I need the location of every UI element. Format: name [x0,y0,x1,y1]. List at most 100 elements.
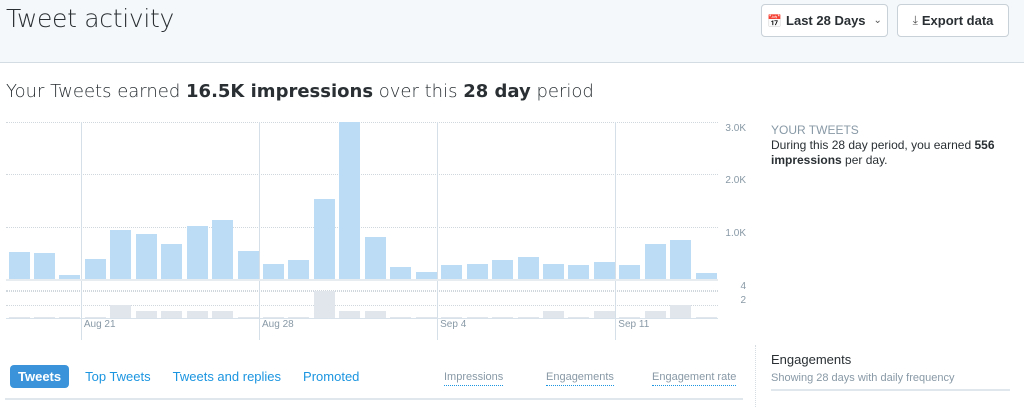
engagements-bar [288,316,310,318]
x-tick-label: Aug 21 [83,319,116,330]
tab-tweets-and-replies[interactable]: Tweets and replies [172,369,282,384]
gridline [6,122,718,123]
your-tweets-panel: YOUR TWEETS During this 28 day period, y… [771,123,1011,168]
impressions-bar [186,226,208,279]
daily-impressions-value: 556 [974,138,995,152]
summary-suffix: period [530,81,594,102]
impressions-bar [59,274,81,279]
y-tick-label: 2 [740,294,746,306]
summary-prefix: Your Tweets earned [6,81,187,102]
x-tick-label: Aug 28 [262,319,294,330]
summary-middle: over this [373,81,464,102]
impressions-bar [212,220,234,279]
impressions-summary: Your Tweets earned 16.5K impressions ove… [6,81,594,102]
engagements-bar [110,304,132,318]
chart-baseline [6,279,718,281]
download-icon: ⤓ [912,13,918,27]
engagements-bar [237,316,259,318]
impressions-bar [670,240,692,279]
engagements-bar [415,316,437,318]
engagements-bar [8,316,30,318]
engagements-subtitle: Showing 28 days with daily frequency [771,372,955,384]
impressions-bar [492,260,514,279]
engagements-bar [441,316,463,318]
your-tweets-caption: YOUR TWEETS [771,123,859,137]
engagements-bar [212,311,234,318]
impressions-bar [593,261,615,279]
summary-impressions: 16.5K impressions [186,81,374,102]
chevron-down-icon: ⌄ [873,15,882,26]
export-data-button[interactable]: ⤓ Export data [897,4,1009,37]
summary-period: 28 day [463,81,531,102]
impressions-bar [542,263,564,279]
week-divider [80,122,82,340]
text-prefix: During this 28 day period, you earned [771,138,975,152]
your-tweets-text: During this 28 day period, you earned 55… [771,138,1011,168]
week-divider [437,122,439,340]
impressions-bar [466,264,488,279]
engagements-bar [84,316,106,318]
engagements-bar [364,311,386,318]
tabs-divider [5,398,743,400]
engagements-bar [390,316,412,318]
tweet-tabs: Tweets Top Tweets Tweets and replies Pro… [10,365,371,388]
header: Tweet activity 📅 Last 28 Days ⌄ ⤓ Export… [0,0,1024,63]
tab-tweets[interactable]: Tweets [10,365,70,388]
impressions-bar [8,252,30,279]
gridline [6,226,718,228]
impressions-bar [339,122,361,279]
calendar-icon: 📅 [767,13,783,28]
impressions-bar [33,253,55,279]
impressions-chart: 1.0K 2.0K 3.0K 2 4 Aug 21 Aug 28 Sep 4 Sep 11 [6,115,750,340]
impressions-bar [84,259,106,279]
engagements-bar [619,316,641,318]
impressions-bar [110,230,132,279]
gridline [6,174,718,176]
gridline [6,290,718,291]
impressions-bar [441,265,463,279]
impressions-bar [161,244,183,279]
x-tick-label: Sep 11 [618,319,650,330]
engagements-title: Engagements [771,352,852,367]
metric-engagement-rate[interactable]: Engagement rate [652,371,737,386]
engagements-bar [263,316,284,318]
y-tick-label: 4 [740,281,746,292]
metric-impressions[interactable]: Impressions [444,371,504,386]
engagements-bar [59,316,81,318]
engagements-bar [542,311,564,318]
y-tick-label: 3.0K [725,123,746,134]
engagements-divider [771,389,1010,391]
engagements-bar [568,316,590,318]
date-range-label: Last 28 Days [786,13,866,28]
engagements-bar [670,304,692,318]
impressions-bar [644,244,666,279]
impressions-bar [517,257,539,279]
engagements-bar [695,316,717,318]
tab-promoted[interactable]: Promoted [303,369,360,384]
engagements-bar [186,311,208,318]
impressions-bar [313,199,335,279]
impressions-bar [135,233,157,279]
impressions-bar [237,251,259,279]
daily-impressions-unit: impressions [771,153,842,167]
impressions-bar [619,265,641,279]
impressions-bar [390,266,412,279]
metric-engagements[interactable]: Engagements [546,371,614,386]
tab-top-tweets[interactable]: Top Tweets [85,369,151,384]
y-tick-label: 1.0K [725,227,746,239]
engagements-bar [517,316,539,318]
page-title: Tweet activity [6,4,175,33]
engagements-bar [466,316,488,318]
text-suffix: per day. [841,153,888,167]
impressions-bar [415,271,437,279]
panel-separator [755,345,756,407]
engagements-bar [339,311,361,318]
impressions-bar [288,260,310,279]
impressions-bar [263,263,284,279]
export-label: Export data [921,13,994,28]
week-divider [615,122,617,340]
impressions-bar [695,273,717,279]
gridline [6,304,718,306]
date-range-dropdown[interactable]: 📅 Last 28 Days ⌄ [761,4,888,37]
engagements-bar [492,316,514,318]
